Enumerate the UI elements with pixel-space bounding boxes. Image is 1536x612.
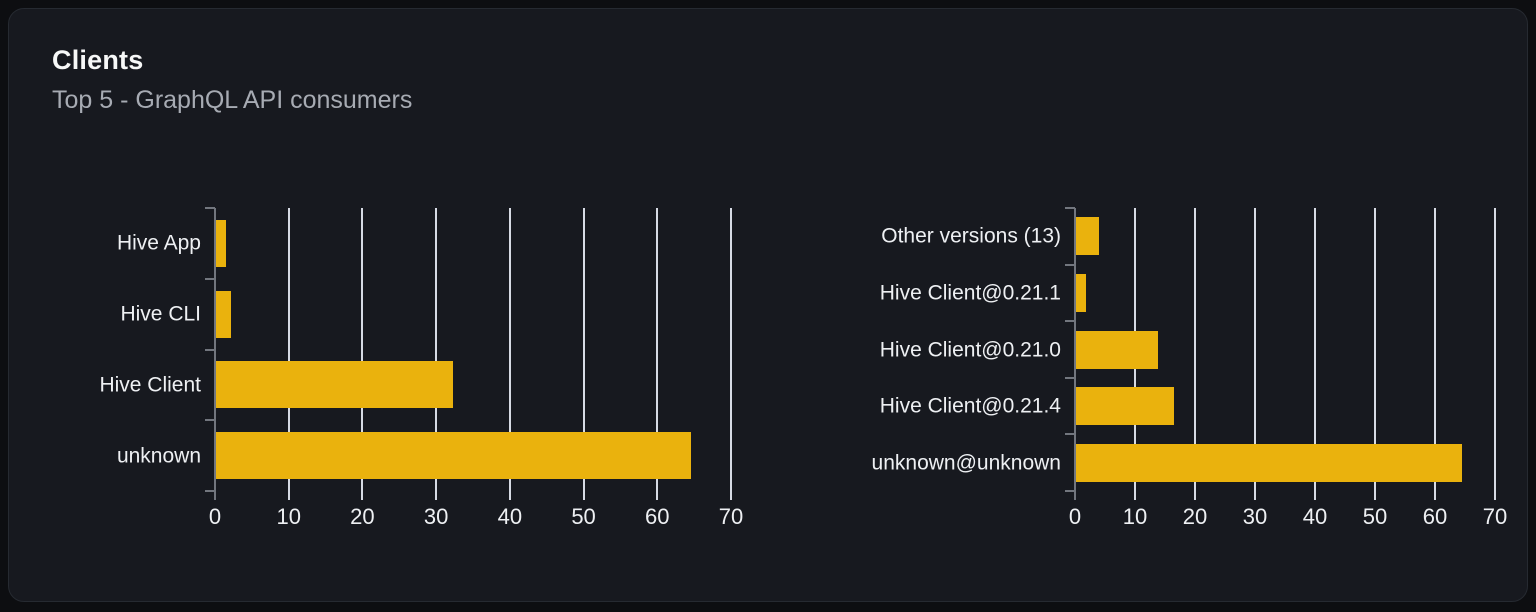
x-tick-label: 40 (1302, 504, 1328, 529)
y-axis-line (214, 208, 216, 500)
category-label: Hive Client@0.21.1 (879, 281, 1061, 305)
category-label: Hive CLI (120, 302, 201, 326)
grid-line (1254, 208, 1256, 500)
x-tick-label: 20 (1182, 504, 1208, 529)
y-tick (205, 349, 215, 351)
category-label: Hive App (116, 231, 201, 255)
bar[interactable] (216, 291, 232, 338)
grid-line (1494, 208, 1496, 500)
card-subtitle: Top 5 - GraphQL API consumers (52, 86, 413, 114)
y-tick (1065, 320, 1075, 322)
bar[interactable] (216, 432, 691, 479)
category-label: Hive Client@0.21.0 (879, 338, 1061, 361)
clients-card: Clients Top 5 - GraphQL API consumers 0 1… (8, 8, 1528, 602)
y-tick (1065, 433, 1075, 435)
grid-line (582, 208, 585, 500)
y-tick (1065, 207, 1075, 209)
grid-line (361, 208, 364, 500)
grid-line (435, 208, 438, 500)
grid-line (1374, 208, 1376, 500)
x-tick-label: 50 (571, 504, 596, 529)
grid-line (656, 208, 659, 500)
y-tick (205, 490, 215, 492)
bar[interactable] (1076, 217, 1100, 255)
y-tick (1065, 264, 1075, 266)
bar[interactable] (1076, 331, 1159, 369)
clients-by-version-plot-area: 0 10 20 30 40 50 60 70 Other versions (13) Hive C… (872, 207, 1507, 528)
x-tick-label: 10 (1122, 504, 1148, 529)
grid-line (1194, 208, 1196, 500)
y-tick (205, 419, 215, 421)
y-tick (1065, 490, 1075, 492)
x-tick-label: 50 (1362, 504, 1388, 529)
y-tick (205, 207, 215, 209)
y-tick (205, 278, 215, 280)
category-label: Hive Client (99, 373, 201, 397)
charts-row: 0 10 20 30 40 50 60 70 Hive App Hive CLI Hive Clie… (52, 207, 1507, 528)
grid-line (287, 208, 290, 500)
category-label: Hive Client@0.21.4 (879, 394, 1061, 418)
y-axis-line (1074, 208, 1076, 500)
y-tick (1065, 377, 1075, 379)
grid-line (508, 208, 511, 500)
bar[interactable] (1076, 274, 1087, 312)
x-tick-label: 40 (497, 504, 523, 529)
x-tick-label: 0 (208, 504, 222, 529)
x-tick-label: 10 (276, 504, 301, 529)
x-tick-label: 60 (1422, 504, 1448, 529)
category-label: unknown (116, 444, 201, 468)
x-tick-label: 70 (718, 504, 744, 529)
category-label: unknown@unknown (871, 451, 1061, 475)
category-label: Other versions (13) (881, 224, 1061, 248)
x-tick-label: 70 (1482, 504, 1508, 529)
x-tick-label: 60 (645, 504, 670, 529)
card-title: Clients (52, 45, 144, 75)
bar[interactable] (216, 220, 227, 267)
bar[interactable] (216, 361, 454, 408)
x-tick-label: 20 (350, 504, 375, 529)
bar[interactable] (1076, 444, 1463, 482)
clients-by-version-chart: 0 10 20 30 40 50 60 70 Other versions (13) Hive C… (847, 207, 1507, 528)
x-tick-label: 30 (1242, 504, 1268, 529)
x-tick-label: 30 (423, 504, 449, 529)
grid-line (1314, 208, 1316, 500)
bar[interactable] (1076, 387, 1174, 425)
clients-by-name-plot-area: 0 10 20 30 40 50 60 70 Hive App Hive CLI Hive Clie… (99, 207, 743, 528)
x-tick-label: 0 (1068, 504, 1082, 529)
grid-line (1434, 208, 1436, 500)
clients-by-name-chart: 0 10 20 30 40 50 60 70 Hive App Hive CLI Hive Clie… (57, 207, 743, 528)
grid-line (730, 208, 732, 500)
